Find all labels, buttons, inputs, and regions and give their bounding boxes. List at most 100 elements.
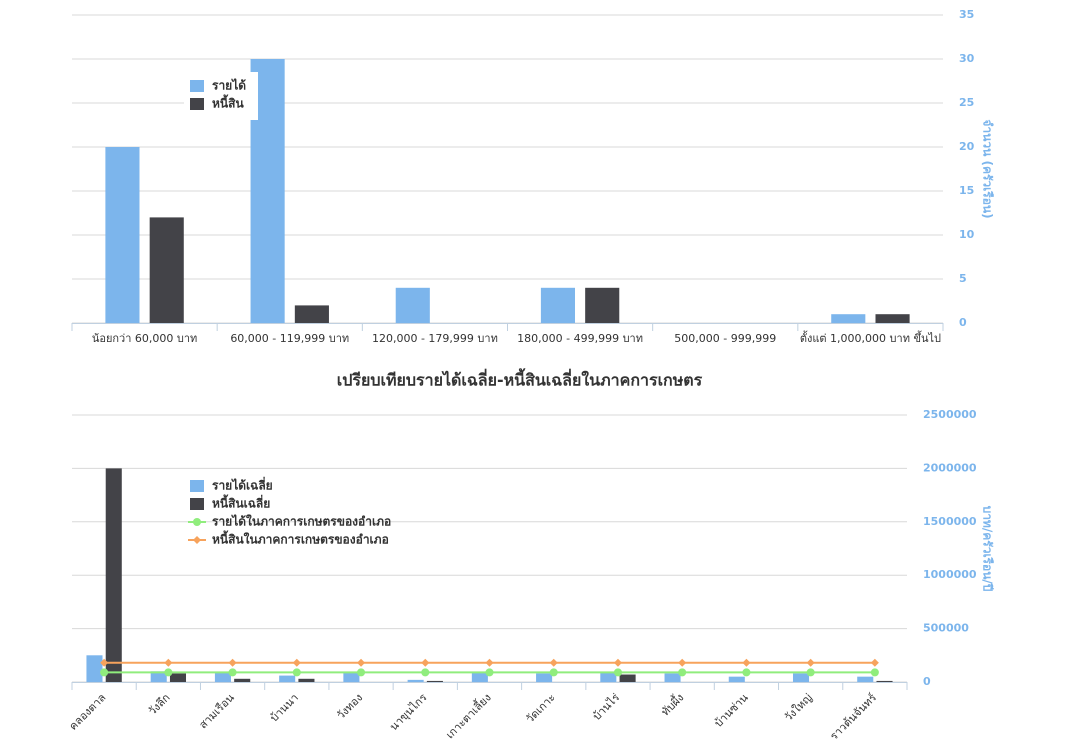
marker xyxy=(100,668,109,677)
marker xyxy=(613,668,622,677)
bar xyxy=(471,672,488,682)
marker xyxy=(421,658,430,667)
bar xyxy=(169,673,187,682)
marker xyxy=(357,658,366,667)
legend: รายได้หนี้สิน xyxy=(184,72,258,120)
x-tick-label: วังทอง xyxy=(334,691,365,722)
y-tick-label: 500000 xyxy=(923,622,969,635)
y-tick-label: 2000000 xyxy=(923,461,977,474)
marker xyxy=(485,658,494,667)
legend-marker xyxy=(193,536,201,544)
y-tick-label: 2500000 xyxy=(923,408,977,421)
bar xyxy=(540,287,576,323)
marker xyxy=(292,658,301,667)
bar xyxy=(234,678,251,682)
legend-label: รายได้ xyxy=(212,78,246,93)
y-tick-label: 25 xyxy=(959,96,974,109)
bar xyxy=(600,672,617,682)
y-tick-label: 20 xyxy=(959,140,975,153)
bar xyxy=(407,679,424,682)
y-axis-title: บาท/ครัวเรือน/ปี xyxy=(981,506,995,592)
bar xyxy=(395,287,430,323)
x-tick-label: วัดเกาะ xyxy=(523,691,558,726)
legend-label: หนี้สินในภาคการเกษตรของอำเภอ xyxy=(212,530,389,547)
marker xyxy=(613,658,622,667)
x-tick-label: สามเรือน xyxy=(197,691,238,732)
marker xyxy=(421,668,430,677)
bar xyxy=(86,655,103,682)
y-tick-label: 1000000 xyxy=(923,568,977,581)
marker xyxy=(678,668,687,677)
legend-label: รายได้ในภาคการเกษตรของอำเภอ xyxy=(212,514,391,529)
marker xyxy=(485,668,494,677)
bar xyxy=(857,676,874,682)
x-tick-label: บ้านนา xyxy=(268,691,301,724)
marker xyxy=(164,658,173,667)
bar xyxy=(105,147,140,323)
marker xyxy=(678,658,687,667)
x-tick-label: นาขุนไกร xyxy=(387,691,429,733)
bar xyxy=(831,314,866,323)
x-tick-label: คลองตาล xyxy=(67,691,109,733)
legend: รายได้เฉลี่ยหนี้สินเฉลี่ยรายได้ในภาคการเ… xyxy=(188,477,391,547)
legend-label: หนี้สิน xyxy=(212,94,244,111)
legend-swatch xyxy=(190,80,204,92)
marker xyxy=(742,658,751,667)
bar xyxy=(105,468,122,682)
x-tick-label: 120,000 - 179,999 บาท xyxy=(372,332,498,345)
bar xyxy=(585,287,620,323)
marker xyxy=(806,658,815,667)
marker xyxy=(549,658,558,667)
x-tick-label: 180,000 - 499,999 บาท xyxy=(517,332,643,345)
x-tick-label: ราวต้นจันทร์ xyxy=(827,691,879,743)
marker xyxy=(292,668,301,677)
bar xyxy=(875,314,910,323)
marker xyxy=(100,658,109,667)
bar xyxy=(149,217,184,323)
bar xyxy=(664,673,681,682)
x-tick-label: น้อยกว่า 60,000 บาท xyxy=(92,332,197,345)
bar xyxy=(343,672,360,682)
marker xyxy=(228,658,237,667)
bar xyxy=(279,675,296,682)
x-tick-label: บ้านไร่ xyxy=(590,691,622,723)
marker xyxy=(870,658,879,667)
bar xyxy=(298,678,315,682)
y-tick-label: 1500000 xyxy=(923,515,977,528)
x-tick-label: วังใหญ่ xyxy=(782,691,815,724)
marker xyxy=(806,668,815,677)
bar xyxy=(150,671,167,682)
x-tick-label: เกาะตาเลี้ยง xyxy=(442,690,494,742)
legend-swatch xyxy=(190,480,204,492)
marker xyxy=(228,668,237,677)
bar xyxy=(536,673,553,682)
legend-swatch xyxy=(190,98,204,110)
y-tick-label: 0 xyxy=(959,316,967,329)
bar xyxy=(728,676,745,682)
y-tick-label: 35 xyxy=(959,8,974,21)
legend-label: รายได้เฉลี่ย xyxy=(212,477,273,493)
x-tick-label: วังลึก xyxy=(146,691,173,718)
x-tick-label: บ้านซ่าน xyxy=(712,691,751,730)
y-tick-label: 30 xyxy=(959,52,975,65)
bar xyxy=(294,305,329,323)
x-tick-label: ตั้งแต่ 1,000,000 บาท ขึ้นไป xyxy=(800,330,941,345)
marker xyxy=(742,668,751,677)
chart-title: เปรียบเทียบรายได้เฉลี่ย-หนี้สินเฉลี่ยในภ… xyxy=(337,368,703,390)
y-tick-label: 15 xyxy=(959,184,974,197)
y-tick-label: 5 xyxy=(959,272,967,285)
y-tick-label: 10 xyxy=(959,228,975,241)
legend-swatch xyxy=(190,498,204,510)
marker xyxy=(870,668,879,677)
bar xyxy=(792,673,810,682)
bar xyxy=(214,672,231,682)
x-tick-label: 500,000 - 999,999 xyxy=(674,332,776,345)
marker xyxy=(357,668,366,677)
legend-marker xyxy=(193,518,201,526)
marker xyxy=(549,668,558,677)
bar xyxy=(426,680,443,682)
marker xyxy=(164,668,173,677)
y-axis-title: จำนวน (ครัวเรือน) xyxy=(981,119,995,218)
y-tick-label: 0 xyxy=(923,675,931,688)
bar xyxy=(619,674,636,682)
